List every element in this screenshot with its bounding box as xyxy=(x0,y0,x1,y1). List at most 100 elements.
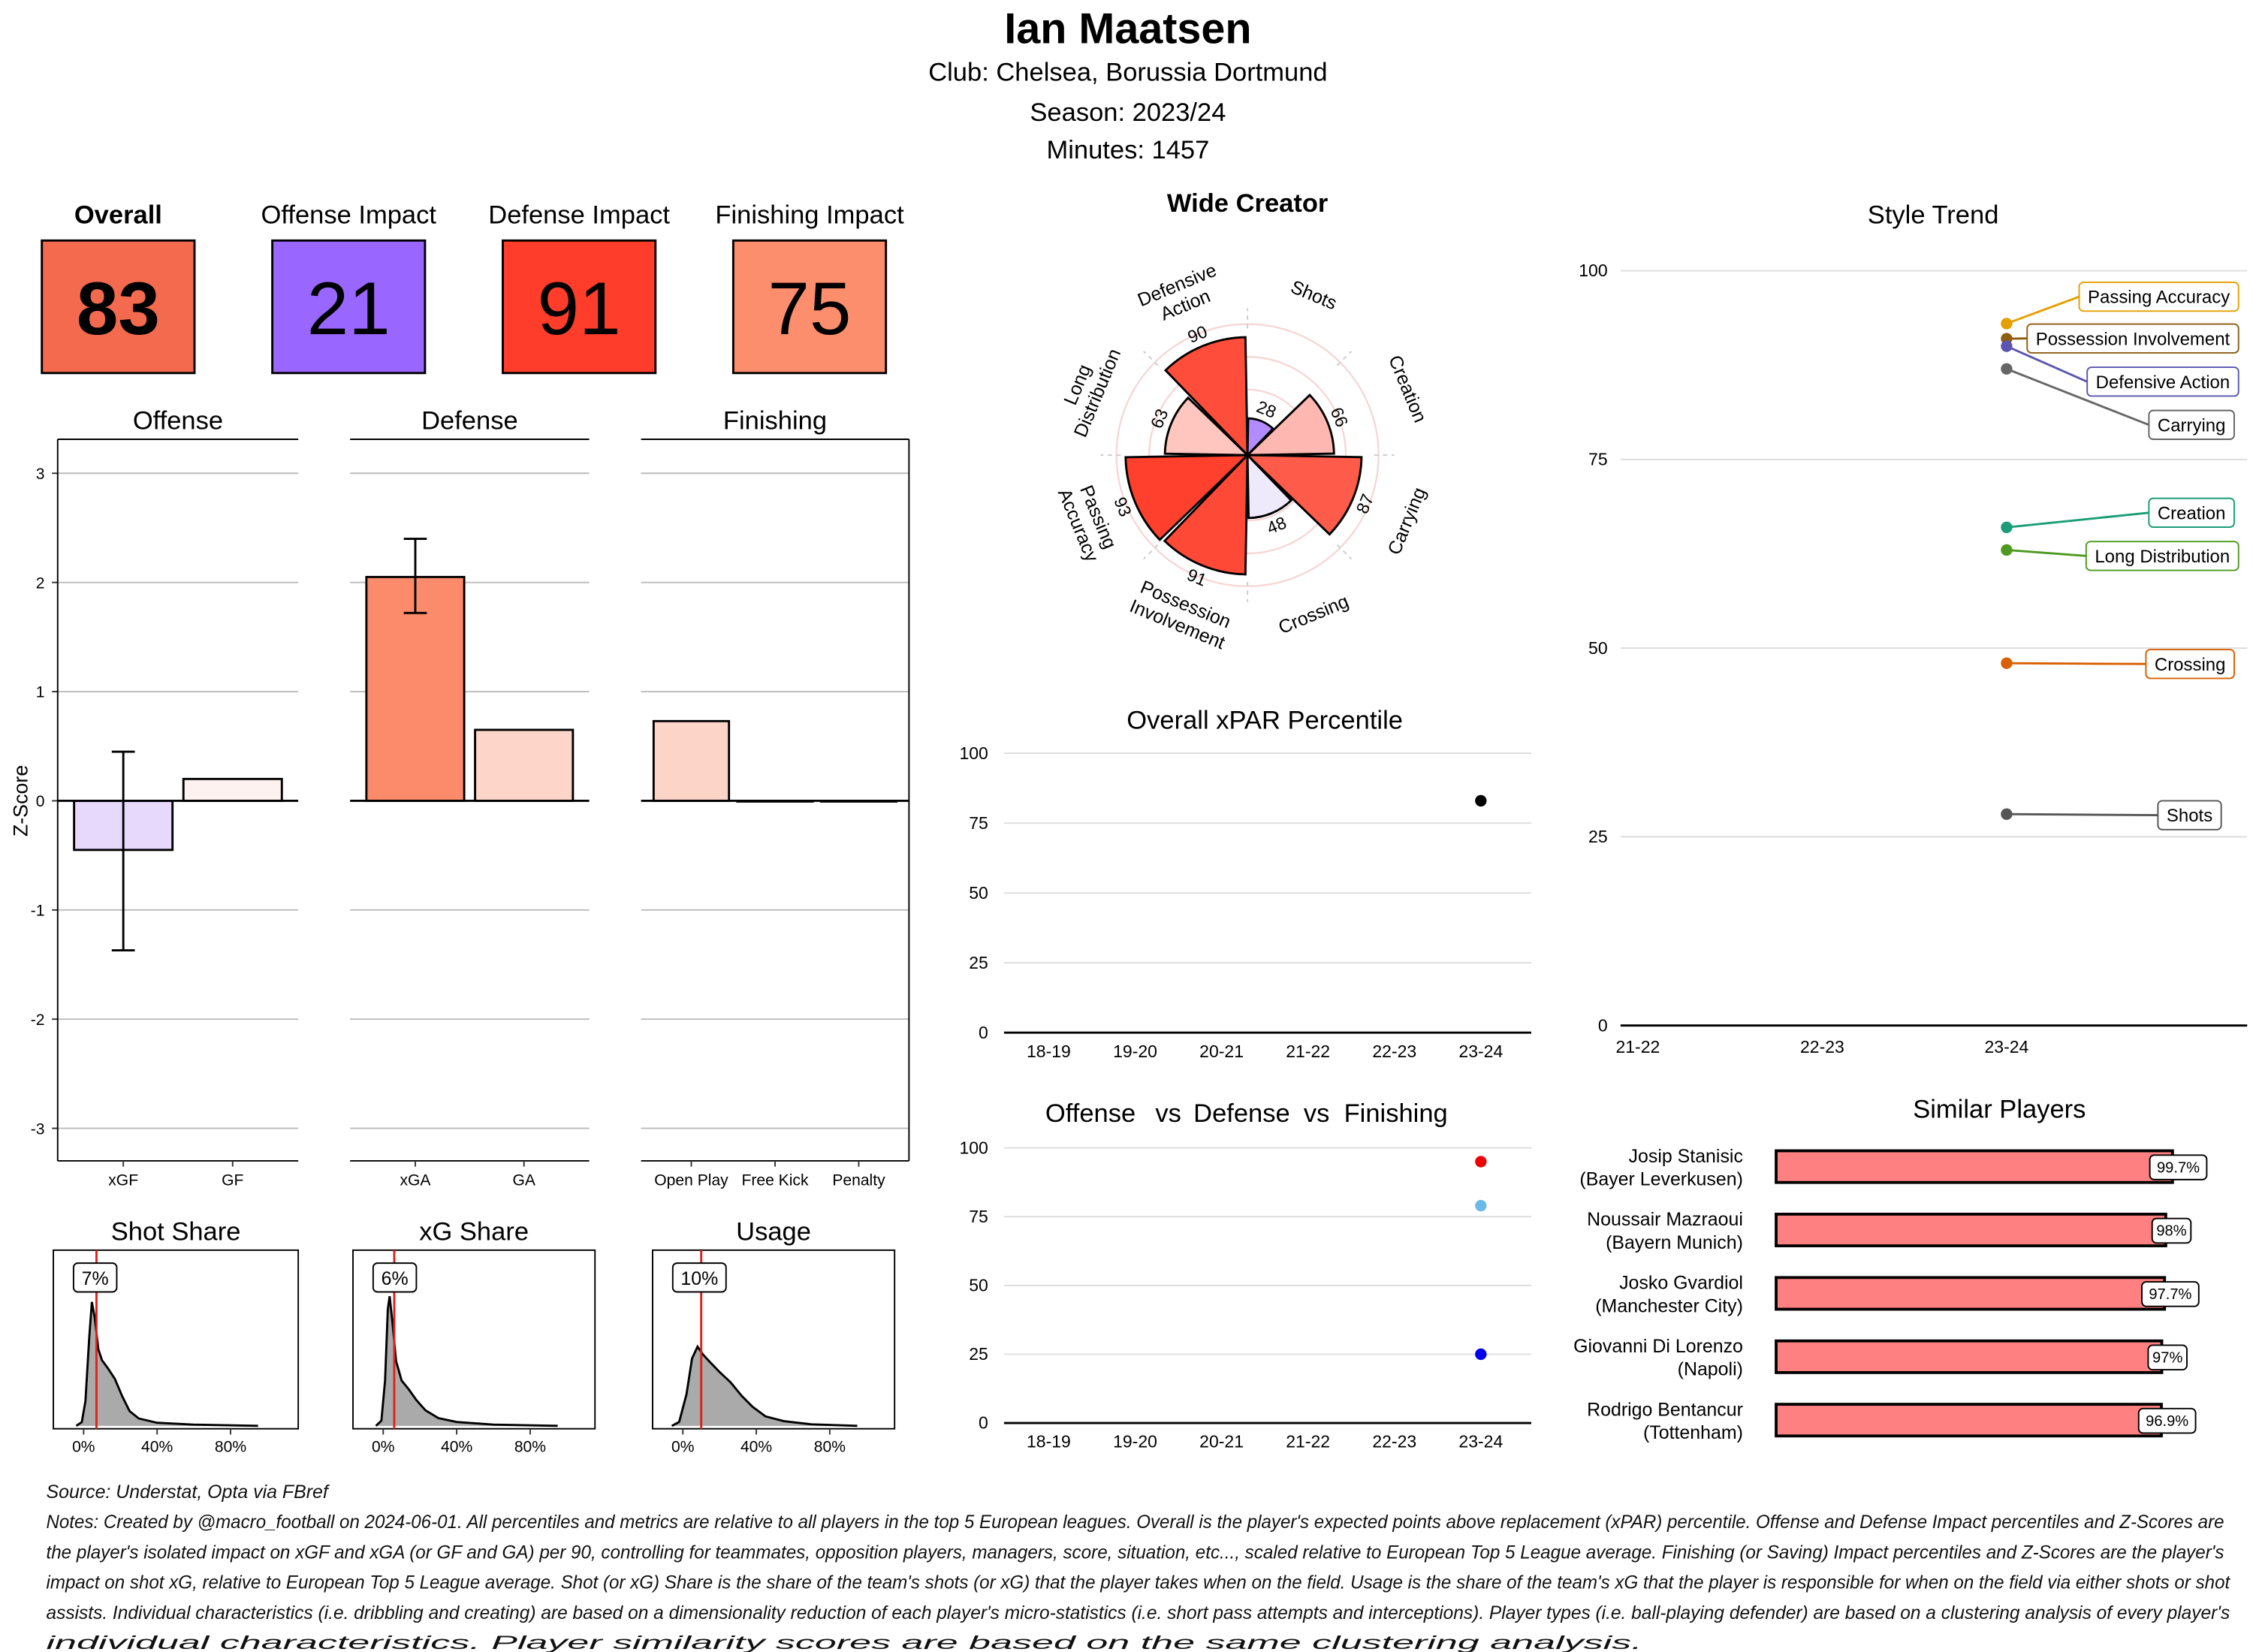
similar-player-row: Noussair Mazraoui(Bayern Munich) 98% xyxy=(1587,1209,2192,1253)
similarity-label: 98% xyxy=(2156,1223,2186,1240)
y-tick-label: 100 xyxy=(1579,261,1607,280)
player-team: (Tottenham) xyxy=(1643,1422,1743,1443)
bar-gf xyxy=(182,777,283,802)
value-label-box xyxy=(671,1262,727,1293)
value-label-box xyxy=(372,1262,418,1293)
radar-category-label: PassingAccuracy xyxy=(1054,478,1123,565)
radar-grid-ring xyxy=(1181,388,1314,522)
radar-category-label: Crossing xyxy=(1275,591,1352,639)
x-tick-label: 19-20 xyxy=(1113,1042,1157,1061)
similarity-bar xyxy=(1775,1403,2163,1438)
x-tick-label: 0% xyxy=(671,1438,694,1455)
zscore-panel-defense: Defense xGA GA xyxy=(350,407,590,1189)
y-tick-label: 0 xyxy=(979,1023,988,1042)
radar-value-label: 48 xyxy=(1264,513,1289,538)
y-tick-label: 25 xyxy=(1588,827,1608,846)
bar-xga xyxy=(365,575,466,802)
chart-title-part: vs xyxy=(1155,1099,1181,1128)
trend-label: Creation xyxy=(2158,503,2226,523)
panel-title: Defense xyxy=(421,407,518,436)
radar-bar-possession-involvement xyxy=(1163,452,1249,576)
card-box xyxy=(41,239,196,375)
minutes-line: Minutes: 1457 xyxy=(1047,136,1210,164)
similarity-label-box xyxy=(2149,1154,2208,1180)
notes-line: assists. Individual characteristics (i.e… xyxy=(46,1602,2230,1623)
radar-chart: Wide Creator 28 Shots 66 Creation 87 Carrying 4… xyxy=(1050,189,1431,653)
player-name: Rodrigo Bentancur xyxy=(1587,1399,1743,1420)
trend-series-crossing: Crossing xyxy=(2001,649,2235,680)
radar-value-label: 63 xyxy=(1147,406,1172,432)
trend-label: Carrying xyxy=(2158,415,2226,436)
radar-spoke xyxy=(1143,351,1159,366)
similarity-bar xyxy=(1775,1212,2167,1248)
trend-series-carrying: Carrying xyxy=(2001,363,2235,440)
share-panel-usage: Usage 10% 0% 40% 80% xyxy=(652,1217,896,1455)
x-tick-label: 18-19 xyxy=(1027,1432,1071,1452)
trend-series-passing-accuracy: Passing Accuracy xyxy=(2001,281,2239,330)
notes-line: individual characteristics. Player simil… xyxy=(46,1632,1642,1652)
y-tick-label: 1 xyxy=(36,684,45,701)
card-box xyxy=(502,239,657,375)
y-tick-label: -2 xyxy=(31,1011,45,1029)
share-panel-xg-share: xG Share 6% 0% 40% 80% xyxy=(352,1217,596,1455)
y-tick-label: 0 xyxy=(979,1413,988,1433)
x-tick-label: 18-19 xyxy=(1027,1042,1071,1061)
trend-label: Passing Accuracy xyxy=(2088,288,2230,308)
y-axis-label: Z-Score xyxy=(10,765,32,837)
card-value: 75 xyxy=(768,267,852,351)
card-value: 91 xyxy=(538,267,621,351)
radar-bar-creation xyxy=(1244,393,1335,457)
radar-title: Wide Creator xyxy=(1167,189,1329,218)
radar-category-label: LongDistribution xyxy=(1050,337,1125,440)
share-panel-shot-share: Shot Share 7% 0% 40% 80% xyxy=(53,1217,300,1455)
trend-label-box xyxy=(2086,366,2239,397)
radar-bar-long-distribution xyxy=(1163,396,1250,457)
chart-title-part: Finishing xyxy=(1344,1099,1448,1128)
xpar-chart: Overall xPAR Percentile 0 25 50 75 100 18-19 19… xyxy=(959,707,1531,1061)
trend-label-box xyxy=(2148,409,2235,440)
trend-series-creation: Creation xyxy=(2001,497,2235,533)
x-tick-label: 19-20 xyxy=(1113,1432,1157,1452)
y-tick-label: 50 xyxy=(1588,638,1608,658)
similar-player-row: Rodrigo Bentancur(Tottenham) 96.9% xyxy=(1587,1399,2197,1443)
zscore-panel-offense: Offense xGF GF xyxy=(56,407,299,1189)
card-label: Finishing Impact xyxy=(715,200,904,229)
similar-player-row: Josip Stanisic(Bayer Leverkusen) 99.7% xyxy=(1579,1146,2208,1190)
player-team: (Bayern Munich) xyxy=(1606,1232,1743,1253)
x-tick-label: Penalty xyxy=(832,1172,885,1189)
radar-category-label-line: Creation xyxy=(1384,352,1431,426)
x-tick-label: 21-22 xyxy=(1286,1042,1330,1061)
similarity-label-box xyxy=(2137,1407,2197,1434)
similarity-label-box xyxy=(2151,1217,2192,1244)
player-team: (Manchester City) xyxy=(1595,1295,1743,1316)
radar-category-label: Carrying xyxy=(1384,484,1431,558)
radar-bar-crossing xyxy=(1246,452,1293,520)
player-name: Josip Stanisic xyxy=(1629,1146,1743,1167)
y-tick-label: 50 xyxy=(969,883,988,903)
x-tick-label: xGA xyxy=(400,1172,432,1189)
similar-players-chart: Similar Players Josip Stanisic(Bayer Leve… xyxy=(1573,1095,2208,1443)
impact-cards: Overall 83 Offense Impact 21 Defense Impact 9… xyxy=(41,200,904,375)
chart-title: Overall xPAR Percentile xyxy=(1126,707,1403,735)
value-label: 6% xyxy=(382,1268,409,1289)
chart-title-part: Offense xyxy=(1045,1099,1136,1128)
y-tick-label: 100 xyxy=(959,743,988,763)
density-curve xyxy=(75,1301,258,1427)
bar-ga xyxy=(474,728,575,802)
value-label: 10% xyxy=(680,1268,718,1289)
offense-defense-finishing-chart: Offense vs Defense vs Finishing 0 25 50 75 100 18-… xyxy=(959,1099,1531,1452)
radar-bar-defensive-action xyxy=(1163,336,1249,458)
similar-player-row: Josko Gvardiol(Manchester City) 97.7% xyxy=(1595,1273,2200,1316)
similarity-label: 97% xyxy=(2152,1349,2182,1366)
radar-value-label: 91 xyxy=(1184,565,1210,590)
x-tick-label: 0% xyxy=(372,1438,394,1455)
radar-category-label: Creation xyxy=(1384,352,1431,426)
x-tick-label: 40% xyxy=(141,1438,173,1455)
chart-title-part: vs xyxy=(1304,1099,1330,1128)
y-tick-label: 2 xyxy=(36,574,45,592)
zscore-panel-finishing: Finishing Open Play Free Kick Penalty xyxy=(641,407,910,1189)
player-name: Noussair Mazraoui xyxy=(1587,1209,1743,1230)
card-label: Defense Impact xyxy=(488,200,670,229)
